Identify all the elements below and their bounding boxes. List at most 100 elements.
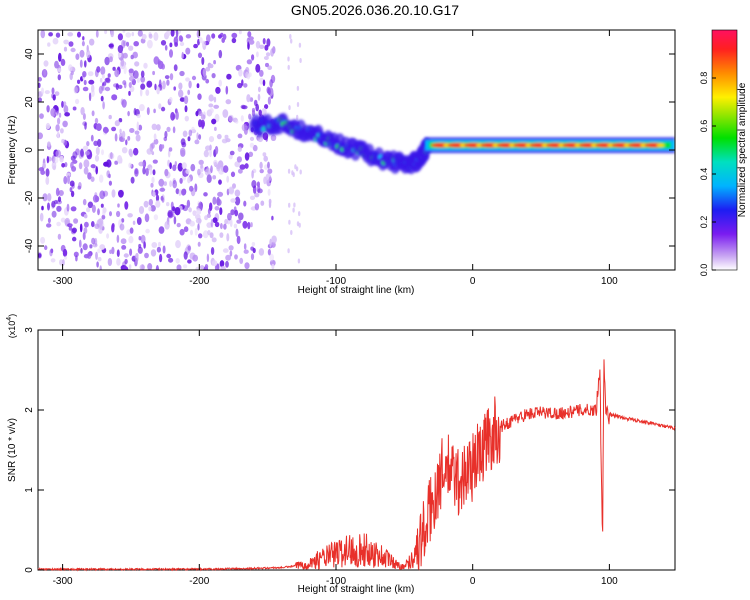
noise-blob bbox=[191, 126, 195, 132]
noise-blob bbox=[180, 147, 186, 155]
noise-blob bbox=[88, 92, 92, 102]
noise-blob bbox=[243, 83, 248, 88]
noise-blob bbox=[70, 206, 77, 212]
noise-blob bbox=[195, 218, 202, 224]
noise-blob bbox=[137, 30, 143, 37]
noise-blob bbox=[125, 139, 128, 146]
noise-blob bbox=[191, 75, 197, 81]
noise-blob bbox=[214, 145, 219, 155]
noise-blob bbox=[197, 223, 200, 231]
noise-blob bbox=[267, 248, 271, 256]
noise-blob bbox=[90, 164, 96, 169]
noise-blob bbox=[189, 220, 195, 227]
noise-blob bbox=[118, 189, 124, 198]
noise-blob bbox=[140, 76, 146, 83]
noise-blob bbox=[220, 265, 226, 270]
noise-blob bbox=[240, 115, 244, 122]
noise-blob bbox=[104, 86, 111, 92]
noise-blob bbox=[187, 259, 192, 264]
noise-blob bbox=[205, 78, 210, 84]
noise-blob bbox=[63, 46, 68, 52]
spectrogram-x-label: Height of straight line (km) bbox=[298, 285, 415, 296]
noise-blob bbox=[114, 120, 120, 127]
snr-y-tick-label: 1 bbox=[24, 487, 35, 493]
carrier-band bbox=[424, 137, 675, 154]
noise-blob bbox=[172, 126, 176, 134]
noise-blob bbox=[138, 206, 145, 214]
noise-blob bbox=[239, 257, 244, 264]
noise-blob bbox=[197, 52, 203, 59]
noise-blob bbox=[201, 121, 205, 130]
noise-blob bbox=[214, 126, 217, 131]
noise-blob bbox=[120, 57, 125, 67]
colorbar-tick-label: 0.2 bbox=[699, 216, 709, 229]
noise-blob bbox=[117, 155, 123, 164]
noise-blob bbox=[175, 258, 180, 264]
noise-blob bbox=[83, 214, 88, 219]
noise-blob bbox=[104, 56, 110, 66]
noise-blob bbox=[198, 111, 203, 117]
noise-blob bbox=[133, 41, 139, 47]
noise-blob bbox=[152, 169, 156, 176]
noise-blob bbox=[55, 187, 60, 197]
spectrogram-y-tick-label: -20 bbox=[24, 190, 35, 205]
noise-blob bbox=[145, 89, 150, 96]
noise-blob bbox=[123, 253, 129, 258]
noise-blob bbox=[133, 147, 139, 156]
noise-blob bbox=[40, 30, 46, 39]
noise-blob bbox=[292, 207, 295, 213]
noise-blob bbox=[158, 178, 165, 187]
noise-blob bbox=[182, 130, 188, 138]
noise-blob bbox=[262, 132, 269, 141]
noise-blob bbox=[130, 176, 135, 184]
noise-blob bbox=[287, 248, 290, 254]
noise-blob bbox=[106, 233, 110, 239]
noise-blob bbox=[222, 109, 229, 118]
noise-blob bbox=[77, 31, 81, 38]
noise-blob bbox=[145, 228, 150, 234]
noise-blob bbox=[153, 56, 160, 65]
noise-blob bbox=[180, 138, 186, 146]
snr-x-label: Height of straight line (km) bbox=[298, 584, 415, 595]
snr-frame bbox=[37, 329, 676, 571]
noise-blob bbox=[127, 213, 133, 218]
noise-blob bbox=[86, 141, 90, 147]
noise-blob bbox=[81, 40, 85, 47]
noise-blob bbox=[57, 196, 62, 203]
noise-blob bbox=[124, 201, 129, 210]
noise-blob bbox=[107, 258, 113, 266]
noise-blob bbox=[218, 79, 222, 87]
noise-blob bbox=[190, 229, 193, 236]
noise-blob bbox=[42, 193, 48, 202]
noise-blob bbox=[243, 243, 247, 250]
noise-blob bbox=[251, 170, 254, 179]
noise-blob bbox=[220, 223, 223, 230]
noise-blob bbox=[108, 43, 114, 48]
noise-blob bbox=[224, 218, 228, 225]
noise-blob bbox=[44, 90, 50, 95]
noise-blob bbox=[80, 107, 85, 116]
noise-blob bbox=[122, 30, 126, 33]
noise-blob bbox=[47, 202, 50, 211]
noise-blob bbox=[209, 148, 212, 158]
noise-blob bbox=[132, 51, 138, 59]
noise-blob bbox=[229, 150, 235, 156]
noise-blob bbox=[82, 232, 86, 240]
noise-blob bbox=[44, 245, 48, 251]
noise-blob bbox=[143, 200, 149, 208]
noise-blob bbox=[181, 162, 187, 170]
noise-blob bbox=[114, 69, 120, 78]
noise-blob bbox=[228, 245, 234, 251]
noise-blob bbox=[121, 218, 125, 223]
noise-blob bbox=[109, 211, 112, 217]
noise-blob bbox=[210, 247, 215, 255]
noise-blob bbox=[94, 154, 100, 162]
noise-blob bbox=[53, 110, 59, 116]
noise-blob bbox=[262, 38, 266, 45]
noise-blob bbox=[150, 249, 157, 257]
noise-blob bbox=[294, 164, 297, 170]
noise-blob bbox=[246, 94, 251, 103]
noise-blob bbox=[206, 34, 211, 43]
noise-blob bbox=[122, 52, 128, 59]
noise-blob bbox=[104, 77, 111, 83]
